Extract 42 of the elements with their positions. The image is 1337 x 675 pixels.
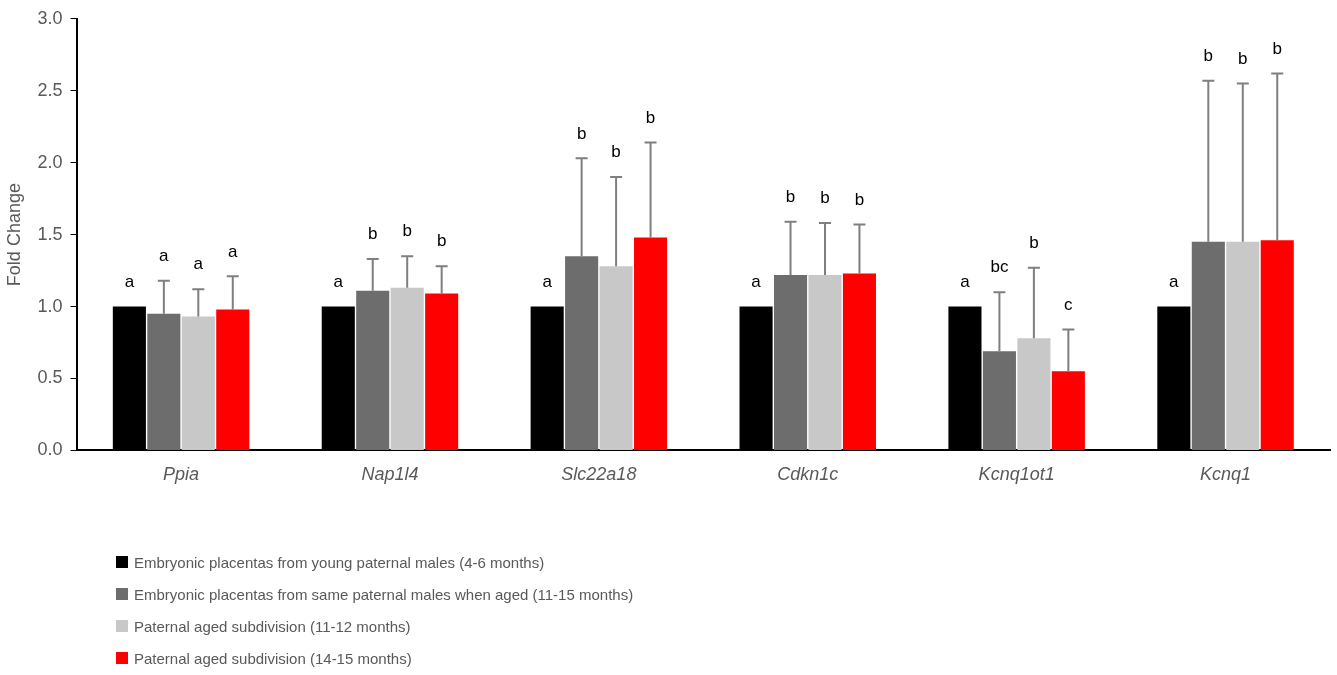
annotation: b [402,221,412,241]
annotation: a [228,241,239,261]
legend-label: Embryonic placentas from same paternal males when aged (11-15 months) [134,585,634,603]
x-tick-label: Kcnq1 [1200,464,1252,485]
annotation: a [1169,271,1180,291]
x-tick-label: Ppia [163,464,200,485]
y-tick-label: 1.0 [37,295,63,316]
annotation: a [124,271,135,291]
annotation: a [542,271,553,291]
y-tick-label: 2.0 [37,151,63,172]
y-tick-label: 3.0 [37,7,63,28]
y-tick-label: 1.5 [37,223,63,244]
x-tick-label: Kcnq1ot1 [978,464,1055,485]
annotation: bc [990,257,1009,277]
annotation: a [751,271,762,291]
x-tick-label: Nap1l4 [361,464,419,485]
y-tick-label: 0.0 [37,439,63,460]
annotation: b [820,188,830,208]
x-tick-label: Slc22a18 [561,464,637,485]
annotation: b [436,231,447,251]
y-tick-label: 2.5 [37,79,63,100]
annotation: b [368,224,378,244]
annotation: b [854,189,865,209]
annotation: a [960,271,971,291]
legend-label: Embryonic placentas from young paternal males (4-6 months) [134,553,545,571]
annotation: b [645,107,656,127]
legend-label: Paternal aged subdivision (14-15 months) [134,649,412,667]
annotation: b [1238,48,1248,68]
annotation: b [576,123,587,143]
annotation: b [1272,38,1282,58]
annotation: a [193,254,204,274]
annotation: a [159,245,170,265]
annotation: c [1064,294,1074,314]
annotation: a [333,271,344,291]
x-tick-label: Cdkn1c [777,464,839,485]
annotation: b [611,142,621,162]
annotation: b [1203,45,1214,65]
legend-label: Paternal aged subdivision (11-12 months) [134,617,411,635]
y-axis-title: Fold Change [3,183,24,287]
annotation: b [785,186,796,206]
y-tick-label: 0.5 [37,367,63,388]
annotation: b [1029,232,1039,252]
